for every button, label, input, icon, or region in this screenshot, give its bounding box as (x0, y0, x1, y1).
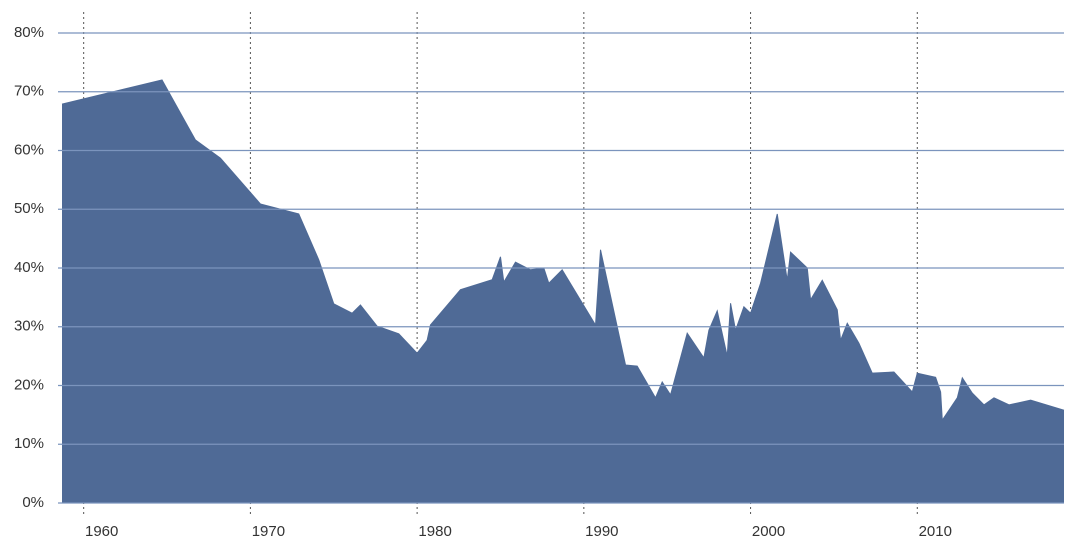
y-tick-label: 40% (14, 259, 44, 276)
x-tick-label: 1990 (585, 523, 618, 540)
x-tick-label: 2010 (919, 523, 952, 540)
y-tick-label: 80% (14, 24, 44, 41)
y-tick-label: 10% (14, 435, 44, 452)
x-tick-label: 1980 (418, 523, 451, 540)
y-tick-label: 60% (14, 141, 44, 158)
y-tick-label: 50% (14, 200, 44, 217)
y-tick-label: 20% (14, 376, 44, 393)
x-tick-label: 1970 (252, 523, 285, 540)
y-tick-label: 70% (14, 83, 44, 100)
x-tick-label: 1960 (85, 523, 118, 540)
y-tick-label: 30% (14, 318, 44, 335)
x-tick-label: 2000 (752, 523, 785, 540)
area-fill (62, 80, 1064, 503)
y-tick-label: 0% (22, 494, 44, 511)
area-outline (61, 79, 1065, 422)
